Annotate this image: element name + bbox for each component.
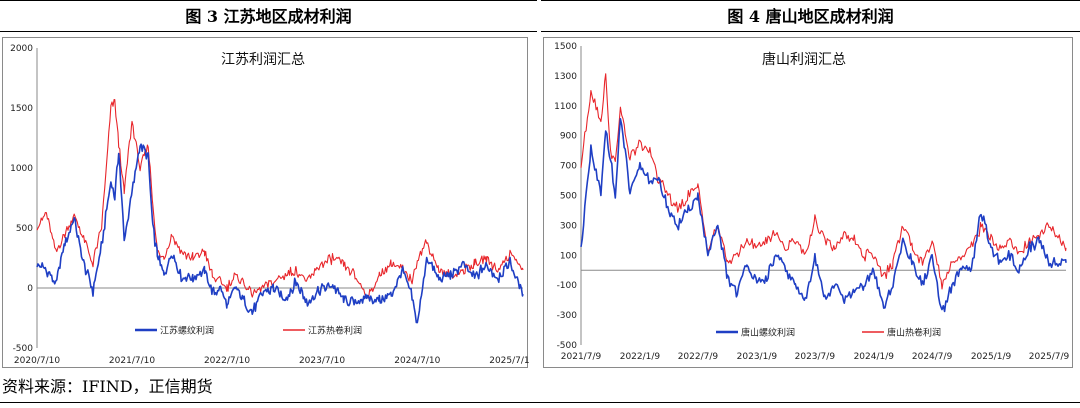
jiangsu-profit-chart: 2000 1500 1000 500 0 -500 2020/7/10 2021/7/10 20… [10,44,529,366]
y-tick-label: 1500 [554,42,577,52]
x-tick-label: 2022/7/10 [204,356,250,366]
series-line-hrc [36,98,524,299]
y-tick-label: 500 [16,224,33,234]
legend-label: 江苏螺纹利润 [160,325,214,337]
y-tick-label: -100 [557,281,578,291]
y-tick-label: 1000 [10,164,33,174]
x-tick-label: 2024/7/10 [394,356,440,366]
x-tick-label: 2024/7/9 [912,352,953,362]
x-tick-label: 2025/7/9 [1029,352,1070,362]
x-tick-label: 2023/7/10 [299,356,345,366]
x-tick-label: 2025/1/9 [971,352,1012,362]
y-tick-label: 1500 [10,104,33,114]
y-tick-label: 100 [560,251,577,261]
y-tick-label: -500 [557,341,578,351]
chart-title: 唐山利润汇总 [762,51,846,68]
x-tick-label: 2022/7/9 [678,352,719,362]
legend-label: 唐山热卷利润 [887,327,941,339]
x-tick-label: 2024/1/9 [854,352,895,362]
y-tick-label: 900 [560,132,577,142]
bottom-rule [0,402,1080,403]
x-tick-label: 2021/7/9 [561,352,602,362]
x-tick-label: 2022/1/9 [620,352,661,362]
y-tick-label: 2000 [10,44,33,54]
x-tick-label: 2020/7/10 [14,356,60,366]
data-source-note: 资料来源：IFIND，正信期货 [2,377,213,396]
x-tick-label: 2023/1/9 [737,352,778,362]
y-tick-label: -300 [557,311,578,321]
x-tick-label: 2025/7/10 [489,356,529,366]
x-tick-label: 2021/7/10 [109,356,155,366]
y-tick-label: 500 [560,192,577,202]
y-tick-label: 0 [27,284,33,294]
tangshan-profit-chart-panel: 1500 1300 1100 900 700 500 300 100 -100 -300 -500 2… [543,37,1073,368]
y-tick-label: 1300 [554,72,577,82]
legend-label: 江苏热卷利润 [308,325,362,337]
x-tick-label: 2023/7/9 [795,352,836,362]
series-line-hrc [580,73,1067,290]
series-line-rebar [36,143,524,324]
y-tick-label: 700 [560,162,577,172]
legend-label: 唐山螺纹利润 [741,327,795,339]
jiangsu-profit-chart-panel: 2000 1500 1000 500 0 -500 2020/7/10 2021/7/10 20… [2,37,529,368]
chart-title: 江苏利润汇总 [221,52,305,68]
figure-4-caption: 图 4 唐山地区成材利润 [541,0,1080,32]
y-tick-label: -500 [13,344,34,354]
tangshan-profit-chart: 150013001100900700500300100-100-300-5002… [554,42,1070,362]
figure-3-caption: 图 3 江苏地区成材利润 [0,0,537,32]
y-tick-label: 300 [560,221,577,231]
y-tick-label: 1100 [554,102,577,112]
series-line-rebar [580,118,1067,313]
